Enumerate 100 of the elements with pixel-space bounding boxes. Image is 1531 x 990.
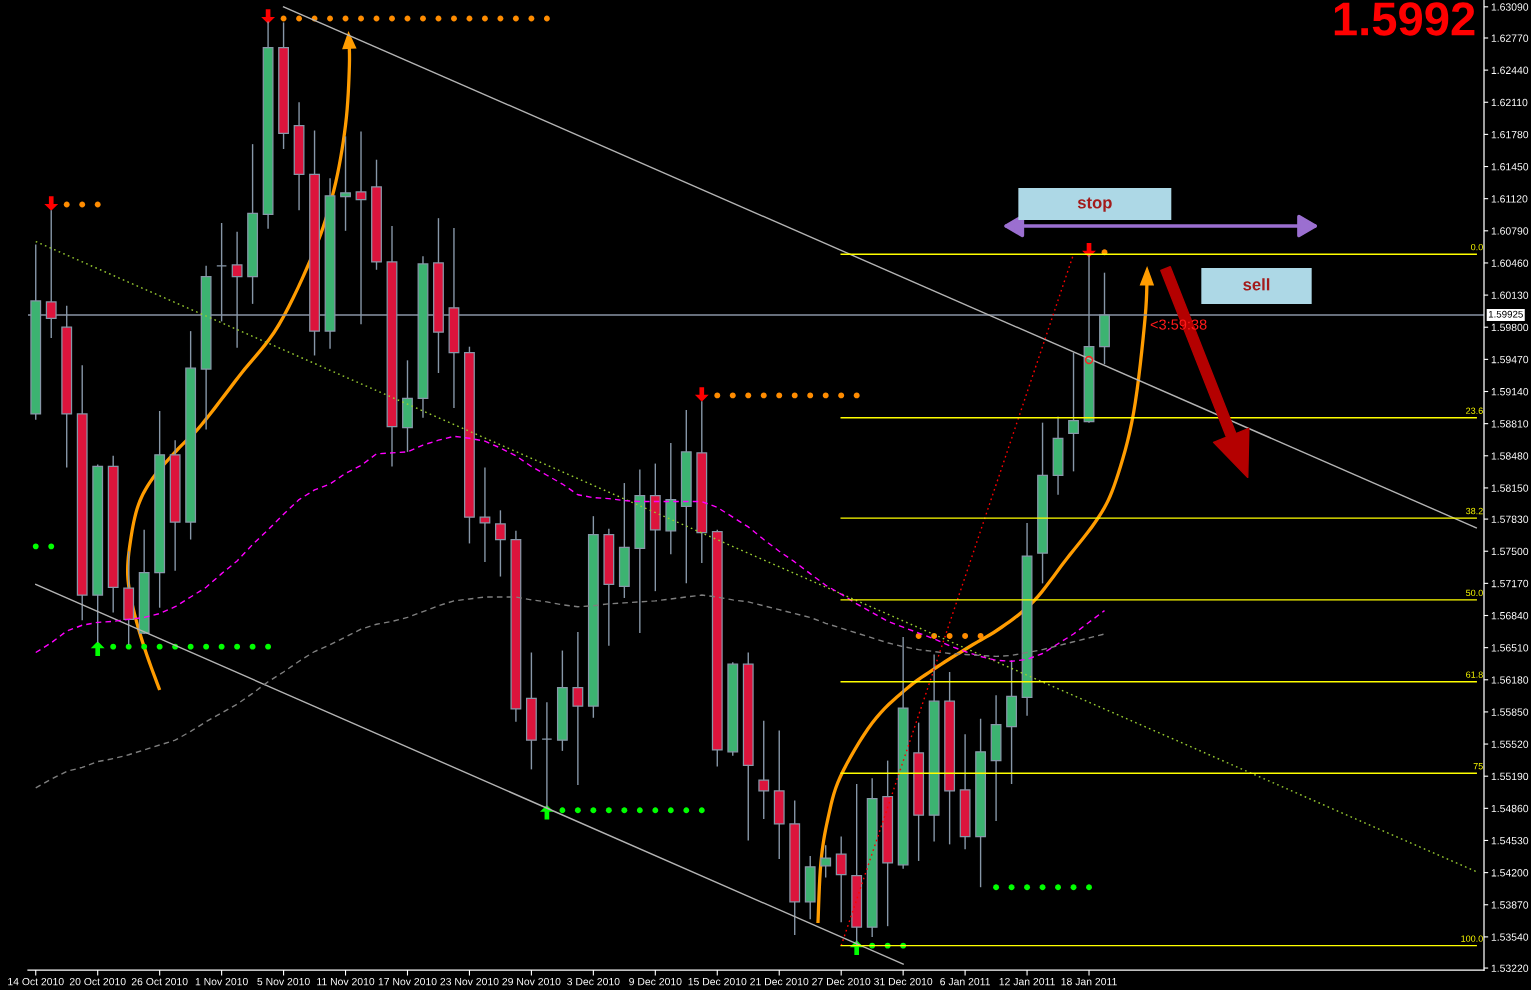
y-tick-label: 1.57500	[1491, 547, 1529, 556]
y-tick-label: 1.63090	[1491, 3, 1529, 11]
point	[110, 643, 117, 650]
y-tick-label: 1.54860	[1491, 804, 1529, 813]
candlestick	[572, 631, 584, 786]
x-tick-label: 18 Jan 2011	[1061, 977, 1117, 986]
x-tick-label: 26 Oct 2010	[131, 977, 188, 986]
point	[822, 392, 829, 399]
point	[48, 543, 55, 550]
x-tick-label: 1 Nov 2010	[195, 977, 248, 986]
point	[451, 15, 457, 22]
point	[249, 643, 256, 650]
candlestick	[1068, 351, 1079, 473]
point	[156, 643, 163, 650]
x-tick-label: 21 Dec 2010	[750, 977, 809, 986]
point	[327, 15, 333, 22]
y-tick-label: 1.53220	[1491, 964, 1529, 972]
point	[636, 807, 643, 814]
y-tick-label: 1.60460	[1491, 259, 1529, 267]
point	[760, 392, 767, 399]
y-tick-label: 1.61780	[1491, 130, 1529, 139]
point	[683, 807, 690, 814]
point	[694, 387, 709, 402]
y-tick-label: 1.55520	[1491, 740, 1529, 748]
y-tick-label: 1.53870	[1491, 901, 1529, 909]
x-tick-label: 3 Dec 2010	[567, 977, 620, 986]
point	[776, 392, 783, 399]
point	[791, 392, 798, 399]
x-tick-label: 17 Nov 2010	[378, 977, 437, 986]
x-tick-label: 5 Nov 2010	[257, 977, 310, 986]
point	[218, 643, 225, 650]
x-tick-label: 6 Jan 2011	[940, 977, 990, 986]
point	[1055, 884, 1061, 891]
y-tick-label: 1.54200	[1491, 869, 1529, 877]
point	[962, 633, 969, 639]
y-tick-label: 1.57830	[1491, 515, 1529, 523]
point	[652, 807, 659, 814]
point	[528, 15, 535, 22]
y-tick-label: 1.62440	[1491, 66, 1529, 74]
x-tick-label: 20 Oct 2010	[69, 977, 126, 986]
point	[435, 15, 442, 22]
point	[90, 641, 105, 656]
series-label: 61.8	[1466, 671, 1483, 678]
point	[203, 643, 210, 650]
y-tick-label: 1.62110	[1491, 98, 1528, 107]
x-tick-label: 31 Dec 2010	[874, 977, 933, 986]
point	[714, 392, 721, 399]
annotation: stop	[1077, 197, 1112, 212]
point	[698, 807, 705, 814]
point	[296, 15, 303, 22]
point	[1070, 884, 1077, 891]
y-tick-label: 1.61120	[1491, 195, 1528, 203]
series-label: 50.0	[1466, 589, 1483, 597]
y-tick-label: 1.54530	[1491, 836, 1529, 845]
y-tick-label: 1.59470	[1491, 355, 1529, 364]
series-label: 0.0	[1471, 243, 1483, 251]
point	[993, 884, 1000, 891]
point	[667, 807, 674, 814]
point	[838, 392, 845, 399]
point	[605, 807, 612, 814]
line-series	[35, 435, 1106, 662]
point	[745, 392, 752, 399]
y-tick-label: 1.56180	[1491, 676, 1529, 684]
y-tick-label: 1.56840	[1491, 612, 1529, 620]
y-tick-label: 1.59800	[1491, 323, 1529, 332]
point	[1039, 884, 1046, 891]
point	[559, 807, 566, 814]
point	[481, 15, 488, 22]
point	[574, 807, 581, 814]
point	[79, 201, 86, 208]
point	[44, 196, 59, 211]
point	[32, 543, 39, 550]
point	[187, 643, 194, 650]
x-tick-label: 14 Oct 2010	[8, 977, 64, 986]
annotation: 1.5992	[1334, 2, 1475, 36]
y-tick-label: 1.57170	[1491, 579, 1529, 588]
y-tick-label: 1.55850	[1491, 708, 1529, 716]
candlestick	[479, 466, 491, 563]
point	[373, 15, 380, 22]
y-tick-label: 1.56510	[1491, 644, 1529, 652]
point	[946, 633, 953, 639]
point	[729, 392, 736, 399]
point	[1024, 884, 1031, 891]
x-tick-label: 27 Dec 2010	[812, 977, 871, 986]
point	[977, 633, 984, 639]
y-tick-label: 1.60130	[1491, 291, 1529, 299]
y-tick-label: 1.60790	[1491, 227, 1529, 235]
point	[141, 643, 148, 650]
x-tick-label: 9 Dec 2010	[629, 977, 682, 986]
y-tick-label: 1.58810	[1491, 420, 1529, 428]
candlestick	[820, 844, 832, 879]
point	[543, 15, 550, 22]
point	[404, 15, 411, 22]
point	[389, 15, 395, 22]
point	[590, 807, 597, 814]
series-label: 100.0	[1461, 935, 1483, 942]
y-tick-label: 1.61450	[1491, 163, 1529, 171]
x-tick-label: 11 Nov 2010	[317, 977, 375, 986]
x-tick-label: 15 Dec 2010	[688, 977, 747, 986]
candlestick	[758, 719, 770, 820]
